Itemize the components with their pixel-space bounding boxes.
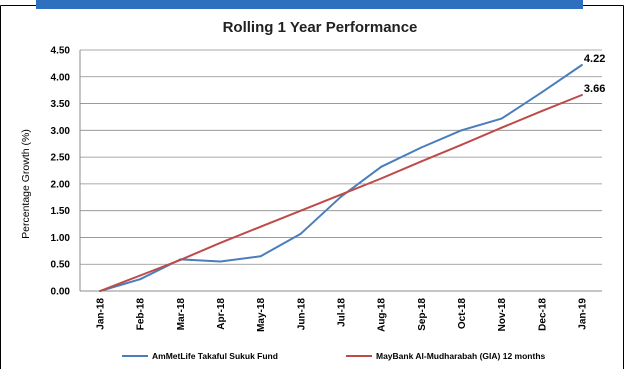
data-point	[420, 160, 423, 163]
y-axis-ticks: 0.00 0.50 1.00 1.50 2.00 2.50 3.00 3.50 4.00 4.50	[51, 46, 71, 298]
data-point	[340, 193, 342, 196]
x-tick-label: Jan-19	[577, 298, 588, 330]
series-line-0	[99, 64, 583, 292]
data-point	[139, 278, 142, 281]
series-line-1	[99, 94, 583, 292]
y-tick-label: 4.00	[51, 72, 71, 83]
data-point	[460, 143, 463, 146]
y-tick-label: 0.50	[51, 260, 71, 271]
data-point	[380, 165, 383, 168]
y-tick-label: 1.00	[51, 233, 71, 244]
series-group	[99, 63, 583, 292]
data-point	[580, 63, 583, 66]
data-point	[500, 117, 503, 120]
y-axis-label: Percentage Growth (%)	[20, 129, 32, 239]
x-tick-label: Sep-18	[417, 298, 428, 331]
legend-label-sukuk: AmMetLife Takaful Sukuk Fund	[152, 351, 278, 361]
data-point	[259, 255, 262, 258]
data-point	[179, 258, 182, 261]
legend: AmMetLife Takaful Sukuk Fund MayBank Al-…	[122, 351, 546, 361]
x-tick-label: Apr-18	[216, 298, 227, 330]
data-point	[540, 91, 543, 94]
data-point	[99, 290, 102, 292]
x-tick-label: Jan-18	[96, 298, 107, 330]
x-tick-label: Nov-18	[497, 298, 508, 332]
chart-title: Rolling 1 Year Performance	[223, 19, 418, 36]
x-tick-label: Jun-18	[296, 298, 307, 331]
data-point	[420, 146, 423, 149]
y-tick-label: 1.50	[51, 206, 71, 217]
y-tick-label: 2.00	[51, 179, 71, 190]
y-tick-label: 3.50	[51, 99, 71, 110]
data-point	[460, 129, 463, 132]
data-point	[259, 225, 262, 228]
data-point	[219, 241, 222, 244]
end-value-label-0: 4.22	[584, 53, 605, 65]
header-band	[36, 0, 583, 9]
data-point	[540, 110, 543, 113]
data-point	[299, 232, 302, 235]
x-tick-label: Aug-18	[377, 298, 388, 332]
axes	[79, 50, 602, 292]
data-point	[580, 93, 583, 96]
x-tick-label: May-18	[256, 298, 267, 332]
data-point	[340, 195, 342, 198]
x-tick-label: Jul-18	[337, 298, 348, 327]
end-labels: 4.22 3.66	[584, 53, 605, 95]
data-point	[500, 126, 503, 129]
data-point	[380, 177, 383, 180]
data-point	[139, 274, 142, 277]
y-tick-label: 0.00	[51, 287, 71, 298]
end-value-label-1: 3.66	[584, 83, 605, 95]
legend-label-maybank: MayBank Al-Mudharabah (GIA) 12 months	[376, 351, 546, 361]
data-point	[219, 260, 222, 263]
y-tick-label: 2.50	[51, 153, 71, 164]
y-tick-label: 4.50	[51, 46, 71, 57]
data-point	[299, 209, 302, 212]
x-tick-label: Mar-18	[176, 298, 187, 331]
y-tick-label: 3.00	[51, 126, 71, 137]
x-axis-ticks: Jan-18 Feb-18 Mar-18 Apr-18 May-18 Jun-18 Jul-…	[96, 298, 589, 332]
x-tick-label: Dec-18	[537, 298, 548, 331]
x-tick-label: Oct-18	[457, 298, 468, 330]
x-tick-label: Feb-18	[136, 298, 147, 331]
gridlines	[80, 49, 602, 265]
